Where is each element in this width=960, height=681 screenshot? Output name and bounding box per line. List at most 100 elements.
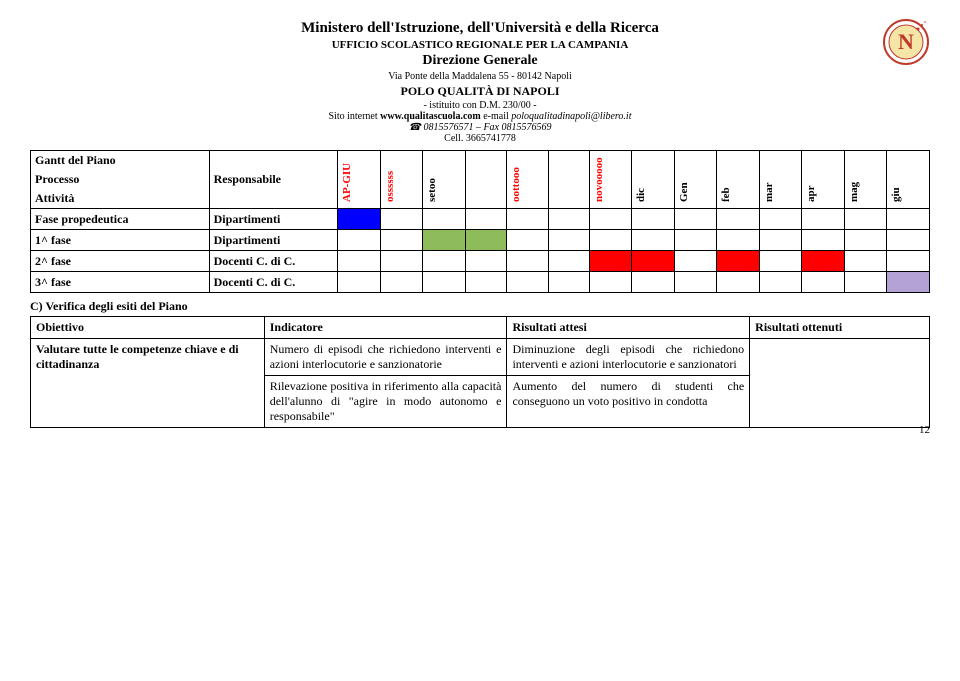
month-header: dic bbox=[632, 151, 675, 209]
gantt-cell bbox=[465, 230, 506, 251]
gantt-cell bbox=[338, 272, 381, 293]
page-number: 12 bbox=[919, 424, 930, 436]
gantt-row-resp: Dipartimenti bbox=[209, 230, 338, 251]
site-line: Sito internet www.qualitascuola.com e-ma… bbox=[30, 111, 930, 122]
results-objective: Valutare tutte le competenze chiave e di… bbox=[31, 339, 265, 428]
site-url: www.qualitascuola.com bbox=[380, 111, 481, 122]
results-header-indicatore: Indicatore bbox=[264, 317, 507, 339]
month-header: oottooo bbox=[506, 151, 549, 209]
gantt-row: 2^ fase Docenti C. di C. bbox=[31, 251, 930, 272]
gantt-row-resp: Docenti C. di C. bbox=[209, 272, 338, 293]
gantt-cell bbox=[844, 272, 887, 293]
site-label: Sito internet bbox=[328, 111, 380, 122]
gantt-cell bbox=[802, 251, 845, 272]
gantt-row-label: 2^ fase bbox=[31, 251, 210, 272]
month-header: apr bbox=[802, 151, 845, 209]
month-header: setoo bbox=[423, 151, 466, 209]
gantt-title-1: Gantt del Piano bbox=[31, 151, 210, 171]
month-header: giu bbox=[887, 151, 930, 209]
month-header: mag bbox=[844, 151, 887, 209]
gantt-cell bbox=[717, 230, 760, 251]
gantt-cell bbox=[887, 272, 930, 293]
tel-line: ☎ 0815576571 – Fax 0815576569 bbox=[30, 122, 930, 133]
gantt-cell bbox=[423, 272, 466, 293]
ufficio-line: UFFICIO SCOLASTICO REGIONALE PER LA CAMP… bbox=[30, 39, 930, 51]
gantt-cell bbox=[887, 209, 930, 230]
gantt-cell bbox=[549, 272, 590, 293]
month-header: ossssss bbox=[380, 151, 423, 209]
gantt-row: Fase propedeutica Dipartimenti bbox=[31, 209, 930, 230]
gantt-cell bbox=[632, 230, 675, 251]
gantt-row-label: 1^ fase bbox=[31, 230, 210, 251]
month-header: Gen bbox=[674, 151, 717, 209]
results-ottenuti bbox=[750, 339, 930, 428]
month-header: feb bbox=[717, 151, 760, 209]
gantt-cell bbox=[380, 230, 423, 251]
results-table: Obiettivo Indicatore Risultati attesi Ri… bbox=[30, 316, 930, 428]
gantt-row-label: 3^ fase bbox=[31, 272, 210, 293]
gantt-cell bbox=[423, 209, 466, 230]
gantt-cell bbox=[465, 251, 506, 272]
gantt-cell bbox=[674, 251, 717, 272]
results-indicatore-2: Rilevazione positiva in riferimento alla… bbox=[264, 376, 507, 428]
gantt-cell bbox=[717, 209, 760, 230]
gantt-cell bbox=[465, 272, 506, 293]
gantt-cell bbox=[844, 251, 887, 272]
gantt-cell bbox=[802, 272, 845, 293]
gantt-title-3: Attività bbox=[31, 189, 210, 209]
month-header: mar bbox=[759, 151, 802, 209]
results-header-obiettivo: Obiettivo bbox=[31, 317, 265, 339]
gantt-cell bbox=[674, 230, 717, 251]
gantt-cell bbox=[632, 251, 675, 272]
gantt-cell bbox=[380, 272, 423, 293]
gantt-cell bbox=[549, 230, 590, 251]
responsabile-header: Responsabile bbox=[209, 151, 338, 209]
gantt-cell bbox=[465, 209, 506, 230]
gantt-cell bbox=[506, 230, 549, 251]
email-link: poloqualitadinapoli@libero.it bbox=[511, 111, 631, 122]
gantt-row-label: Fase propedeutica bbox=[31, 209, 210, 230]
istituito-line: - istituito con D.M. 230/00 - bbox=[30, 100, 930, 111]
month-header: novooooo bbox=[589, 151, 632, 209]
gantt-row-resp: Dipartimenti bbox=[209, 209, 338, 230]
gantt-cell bbox=[632, 209, 675, 230]
gantt-cell bbox=[674, 209, 717, 230]
gantt-row: 3^ fase Docenti C. di C. bbox=[31, 272, 930, 293]
polo-line: POLO QUALITÀ DI NAPOLI bbox=[30, 84, 930, 99]
results-attesi-1: Diminuzione degli episodi che richiedono… bbox=[507, 339, 750, 376]
gantt-cell bbox=[887, 251, 930, 272]
ministry-title: Ministero dell'Istruzione, dell'Universi… bbox=[30, 20, 930, 37]
gantt-cell bbox=[380, 251, 423, 272]
gantt-cell bbox=[589, 230, 632, 251]
direzione-line: Direzione Generale bbox=[30, 53, 930, 69]
gantt-row-resp: Docenti C. di C. bbox=[209, 251, 338, 272]
gantt-cell bbox=[506, 272, 549, 293]
gantt-cell bbox=[759, 230, 802, 251]
gantt-cell bbox=[506, 209, 549, 230]
gantt-cell bbox=[802, 230, 845, 251]
address-line: Via Ponte della Maddalena 55 - 80142 Nap… bbox=[30, 71, 930, 82]
gantt-cell bbox=[887, 230, 930, 251]
gantt-cell bbox=[674, 272, 717, 293]
gantt-cell bbox=[759, 209, 802, 230]
results-attesi-2: Aumento del numero di studenti che conse… bbox=[507, 376, 750, 428]
gantt-table: Gantt del Piano Responsabile AP-GIU osss… bbox=[30, 150, 930, 293]
gantt-cell bbox=[632, 272, 675, 293]
gantt-cell bbox=[844, 230, 887, 251]
verifica-title: C) Verifica degli esiti del Piano bbox=[30, 299, 930, 314]
gantt-cell bbox=[423, 230, 466, 251]
gantt-cell bbox=[759, 251, 802, 272]
gantt-title-2: Processo bbox=[31, 170, 210, 189]
gantt-cell bbox=[338, 230, 381, 251]
gantt-cell bbox=[717, 251, 760, 272]
results-header-attesi: Risultati attesi bbox=[507, 317, 750, 339]
gantt-cell bbox=[589, 272, 632, 293]
gantt-cell bbox=[338, 209, 381, 230]
gantt-cell bbox=[717, 272, 760, 293]
month-header bbox=[465, 151, 506, 209]
gantt-cell bbox=[589, 209, 632, 230]
gantt-row: 1^ fase Dipartimenti bbox=[31, 230, 930, 251]
gantt-cell bbox=[506, 251, 549, 272]
gantt-cell bbox=[423, 251, 466, 272]
gantt-cell bbox=[338, 251, 381, 272]
